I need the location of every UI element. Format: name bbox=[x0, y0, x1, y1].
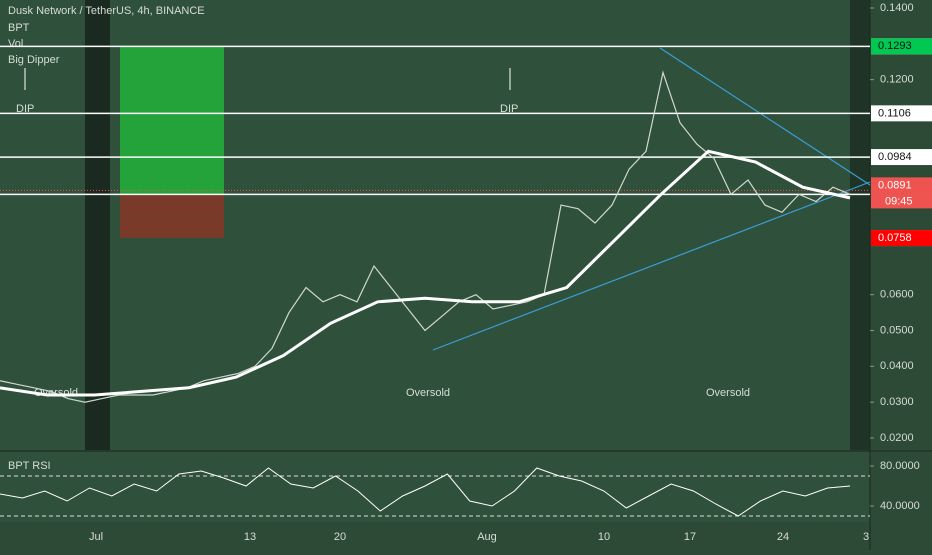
y-tick-label: 0.0600 bbox=[880, 289, 914, 301]
annotation: Oversold bbox=[706, 387, 750, 399]
rsi-line bbox=[0, 467, 851, 517]
annotation: DIP bbox=[16, 103, 34, 115]
annotation: Oversold bbox=[406, 387, 450, 399]
level-box bbox=[871, 149, 932, 166]
rsi-tick-label: 80.0000 bbox=[880, 460, 920, 472]
countdown-box bbox=[871, 193, 932, 209]
price-box-label: 0.0891 bbox=[878, 179, 912, 191]
level-label: 0.1106 bbox=[878, 107, 911, 119]
series-line bbox=[0, 70, 851, 403]
green-zone bbox=[120, 46, 224, 194]
price-box bbox=[871, 38, 932, 55]
y-tick-label: 0.1400 bbox=[880, 2, 914, 14]
x-tick-label: 24 bbox=[777, 531, 789, 543]
y-tick-label: 0.0200 bbox=[880, 432, 914, 444]
countdown: 09:45 bbox=[885, 195, 913, 207]
rsi-tick-label: 40.0000 bbox=[880, 500, 920, 512]
y-tick-label: 0.0500 bbox=[880, 324, 914, 336]
y-tick-label: 0.1200 bbox=[880, 74, 914, 86]
indicator-label: BPT bbox=[8, 22, 30, 34]
trend-line bbox=[659, 47, 871, 186]
annotation: DIP bbox=[500, 103, 518, 115]
rsi-title: BPT RSI bbox=[8, 460, 51, 472]
level-label: 0.0984 bbox=[878, 151, 912, 163]
price-box bbox=[871, 177, 932, 194]
y-tick-label: 0.0300 bbox=[880, 396, 914, 408]
level-box bbox=[871, 105, 932, 122]
indicator-label: Vol bbox=[8, 38, 23, 50]
x-tick-label: 13 bbox=[244, 531, 256, 543]
series-line bbox=[0, 149, 851, 397]
indicator-label: Big Dipper bbox=[8, 54, 60, 66]
x-tick-label: 3 bbox=[863, 531, 869, 543]
x-tick-label: 17 bbox=[684, 531, 696, 543]
rsi-pane bbox=[0, 452, 870, 522]
x-tick-label: 10 bbox=[598, 531, 610, 543]
y-tick-label: 0.0400 bbox=[880, 360, 914, 372]
dark-band bbox=[85, 0, 110, 450]
price-box bbox=[871, 230, 932, 247]
price-box-label: 0.1293 bbox=[878, 40, 912, 52]
x-tick-label: Aug bbox=[477, 531, 497, 543]
chart-title: Dusk Network / TetherUS, 4h, BINANCE bbox=[8, 5, 205, 17]
price-box-label: 0.0758 bbox=[878, 232, 912, 244]
x-tick-label: 20 bbox=[334, 531, 346, 543]
dark-band bbox=[850, 0, 870, 450]
x-tick-label: Jul bbox=[89, 531, 103, 543]
red-zone bbox=[120, 194, 224, 238]
trend-line bbox=[432, 181, 871, 351]
